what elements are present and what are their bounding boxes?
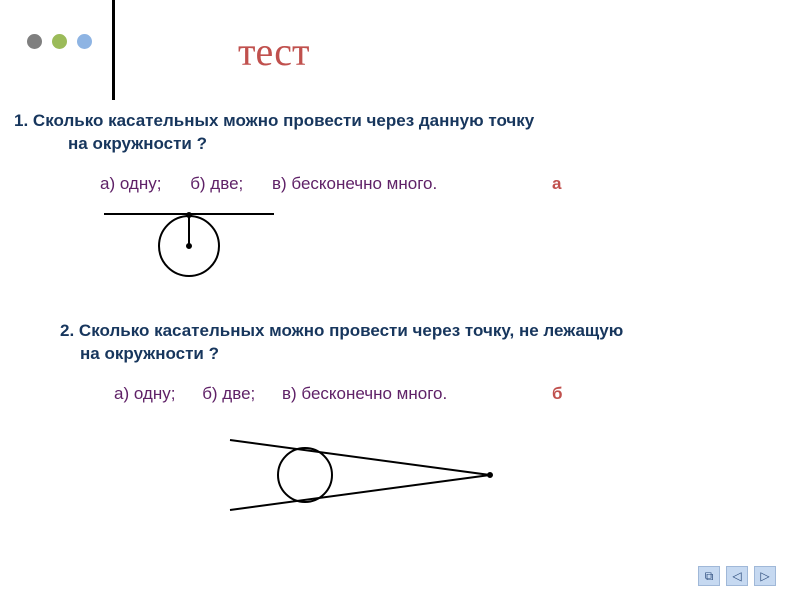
q1-option-c: в) бесконечно много.: [272, 174, 437, 194]
q2-line1: Сколько касательных можно провести через…: [79, 321, 623, 340]
dot-2: [52, 34, 67, 49]
q1-number: 1.: [14, 111, 28, 130]
q2-option-c: в) бесконечно много.: [282, 384, 447, 404]
nav-home-button[interactable]: ⧉: [698, 566, 720, 586]
vertical-divider: [112, 0, 115, 100]
dot-1: [27, 34, 42, 49]
q2-answer: б: [552, 384, 563, 403]
q1-options: а) одну; б) две; в) бесконечно много. а: [100, 174, 774, 194]
page-title: тест: [238, 28, 309, 75]
tangent-double-diagram: [150, 430, 530, 530]
q2-line2: на окружности ?: [80, 343, 219, 366]
q2-option-a: а) одну;: [114, 384, 175, 404]
q2-figure: [150, 430, 760, 535]
q1-option-a: а) одну;: [100, 174, 161, 194]
nav-next-button[interactable]: ▷: [754, 566, 776, 586]
q1-line1: Сколько касательных можно провести через…: [33, 111, 534, 130]
nav-prev-button[interactable]: ◁: [726, 566, 748, 586]
q2-options: а) одну; б) две; в) бесконечно много. б: [114, 384, 760, 404]
q1-option-b: б) две;: [190, 174, 243, 194]
question-2: 2. Сколько касательных можно провести че…: [60, 320, 760, 535]
q2-number: 2.: [60, 321, 74, 340]
nav-buttons: ⧉ ◁ ▷: [698, 566, 776, 586]
q1-answer: а: [552, 174, 561, 193]
tangent-single-diagram: [14, 204, 374, 294]
q2-option-b: б) две;: [202, 384, 255, 404]
question-1: 1. Сколько касательных можно провести че…: [14, 110, 774, 299]
q1-line2: на окружности ?: [68, 133, 207, 156]
question-2-text: 2. Сколько касательных можно провести че…: [60, 320, 760, 366]
question-1-text: 1. Сколько касательных можно провести че…: [14, 110, 774, 156]
q1-figure: [14, 204, 774, 299]
dot-3: [77, 34, 92, 49]
decorative-dots: [27, 34, 92, 49]
